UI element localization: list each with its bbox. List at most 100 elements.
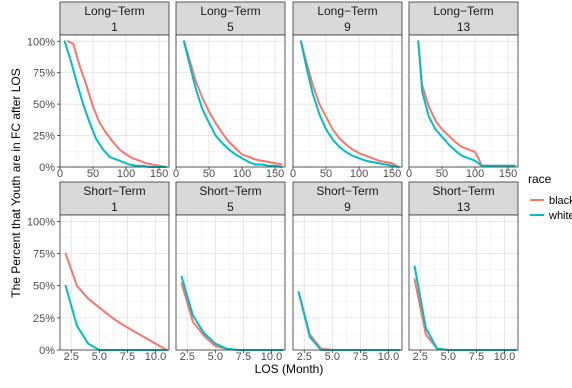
facet-strip	[59, 181, 170, 216]
facet-strip-top-label: Long−Term	[200, 4, 260, 18]
x-tick-label: 0	[173, 168, 179, 180]
facet-panel-7: Short−Term 13 2.5 5.0 7.5 10.0	[408, 181, 519, 363]
y-axis-label: The Percent that Youth are in FC after L…	[9, 68, 23, 297]
facet-panel-background	[176, 215, 285, 350]
y-tick-label: 25%	[33, 313, 55, 325]
facet-panel-border	[408, 34, 519, 168]
facet-strip-bottom-label: 9	[344, 20, 351, 34]
x-tick-label: 50	[320, 168, 332, 180]
facet-strip	[292, 1, 403, 36]
x-tick-label: 10.0	[261, 351, 282, 363]
x-tick-label: 100	[117, 168, 135, 180]
facet-strip-bottom-label: 13	[457, 20, 471, 34]
facet-panel-0: Long−Term 1 0 50 100 150 0% 25% 50% 75% 100%	[27, 1, 170, 180]
x-tick-label: 7.5	[469, 351, 484, 363]
x-tick-label: 100	[466, 168, 484, 180]
gridlines	[175, 35, 285, 168]
facet-panel-border	[175, 34, 286, 168]
x-tick-label: 150	[383, 168, 401, 180]
facet-strip-top-label: Long−Term	[317, 4, 377, 18]
facet-panel-border	[292, 214, 403, 351]
x-tick-label: 100	[233, 168, 251, 180]
x-tick-label: 5.0	[441, 351, 456, 363]
x-tick-label: 50	[203, 168, 215, 180]
facet-strip-top-label: Short−Term	[83, 184, 145, 198]
facet-strip	[408, 181, 519, 216]
facet-panel-border	[408, 214, 519, 351]
series-line-black	[299, 40, 400, 168]
facet-panel-border	[59, 214, 170, 351]
facet-panel-border	[59, 34, 170, 168]
x-tick-label: 10.0	[145, 351, 166, 363]
series-line-white	[299, 40, 400, 168]
x-tick-label: 7.5	[236, 351, 251, 363]
legend-entries: black white	[530, 195, 572, 222]
facet-strip-bottom-label: 1	[111, 20, 118, 34]
x-tick-label: 2.5	[64, 351, 79, 363]
y-tick-label: 100%	[27, 216, 55, 228]
x-tick-label: 100	[350, 168, 368, 180]
facet-panel-border	[175, 214, 286, 351]
x-tick-label: 5.0	[92, 351, 107, 363]
facet-strip-bottom-label: 1	[111, 200, 118, 214]
facet-strip-top-label: Short−Term	[199, 184, 261, 198]
facet-strip	[175, 181, 286, 216]
x-tick-label: 7.5	[120, 351, 135, 363]
x-tick-label: 10.0	[494, 351, 515, 363]
x-tick-label: 150	[150, 168, 168, 180]
facet-strip-top-label: Short−Term	[316, 184, 378, 198]
series-line-black	[64, 252, 168, 351]
facet-strip	[408, 1, 519, 36]
x-tick-label: 150	[499, 168, 517, 180]
facet-strip-bottom-label: 13	[457, 200, 471, 214]
facet-panel-6: Short−Term 9 2.5 5.0 7.5 10.0	[292, 181, 403, 363]
y-tick-label: 75%	[33, 68, 55, 80]
facet-strip	[175, 1, 286, 36]
facet-strip-bottom-label: 5	[227, 20, 234, 34]
facet-panel-border	[292, 34, 403, 168]
facet-panel-5: Short−Term 5 2.5 5.0 7.5 10.0	[175, 181, 286, 363]
x-tick-label: 5.0	[208, 351, 223, 363]
series-line-black	[66, 40, 167, 168]
facet-panel-2: Long−Term 9 0 50 100 150	[290, 1, 403, 180]
facet-strip-top-label: Long−Term	[433, 4, 493, 18]
facet-strip	[59, 1, 170, 36]
legend-label-black: black	[549, 195, 572, 207]
legend: race black white	[528, 172, 572, 222]
x-tick-label: 50	[87, 168, 99, 180]
series-line-white	[182, 40, 283, 168]
x-tick-label: 5.0	[325, 351, 340, 363]
x-tick-label: 0	[57, 168, 63, 180]
x-tick-label: 150	[266, 168, 284, 180]
y-tick-label: 25%	[33, 131, 55, 143]
x-tick-label: 0	[290, 168, 296, 180]
y-tick-label: 100%	[27, 36, 55, 48]
y-tick-label: 0%	[39, 162, 55, 174]
y-tick-label: 50%	[33, 99, 55, 111]
legend-title: race	[528, 172, 552, 186]
legend-label-white: white	[548, 210, 572, 222]
facet-strip-bottom-label: 5	[227, 200, 234, 214]
facet-strip-bottom-label: 9	[344, 200, 351, 214]
facet-strip-top-label: Long−Term	[84, 4, 144, 18]
x-axis-label: LOS (Month)	[255, 362, 324, 376]
x-tick-label: 7.5	[353, 351, 368, 363]
facet-panel-4: Short−Term 1 2.5 5.0 7.5 10.0 0% 25% 50% 75% 100%	[27, 181, 170, 363]
y-tick-label: 0%	[39, 345, 55, 357]
series-line-black	[182, 40, 283, 166]
y-tick-label: 75%	[33, 249, 55, 261]
x-tick-label: 50	[436, 168, 448, 180]
x-tick-label: 2.5	[413, 351, 428, 363]
x-tick-label: 0	[406, 168, 412, 180]
x-tick-label: 2.5	[180, 351, 195, 363]
facet-panel-3: Long−Term 13 0 50 100 150	[406, 1, 519, 180]
x-tick-label: 2.5	[297, 351, 312, 363]
y-tick-label: 50%	[33, 281, 55, 293]
x-tick-label: 10.0	[378, 351, 399, 363]
series-line-white	[417, 40, 516, 167]
facet-strip-top-label: Short−Term	[432, 184, 494, 198]
